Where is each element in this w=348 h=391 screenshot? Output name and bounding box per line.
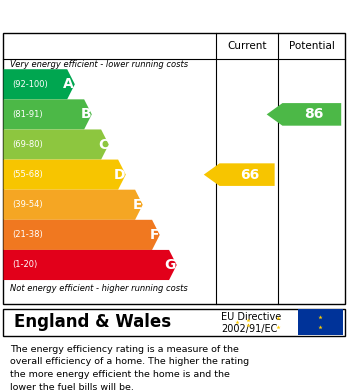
- Polygon shape: [3, 160, 126, 190]
- Text: (39-54): (39-54): [12, 200, 43, 209]
- Text: The energy efficiency rating is a measure of the
overall efficiency of a home. T: The energy efficiency rating is a measur…: [10, 344, 250, 391]
- Polygon shape: [3, 190, 143, 220]
- Text: (69-80): (69-80): [12, 140, 43, 149]
- Text: Energy Efficiency Rating: Energy Efficiency Rating: [10, 7, 239, 25]
- Text: A: A: [63, 77, 74, 91]
- Text: (1-20): (1-20): [12, 260, 38, 269]
- Text: (92-100): (92-100): [12, 80, 48, 89]
- Polygon shape: [3, 220, 160, 250]
- Text: E: E: [133, 198, 142, 212]
- Polygon shape: [3, 69, 75, 99]
- Text: C: C: [98, 138, 108, 151]
- Text: D: D: [113, 168, 125, 182]
- Text: G: G: [165, 258, 176, 272]
- Text: Not energy efficient - higher running costs: Not energy efficient - higher running co…: [10, 284, 188, 293]
- Polygon shape: [3, 250, 177, 280]
- Text: (21-38): (21-38): [12, 230, 43, 239]
- Text: Very energy efficient - lower running costs: Very energy efficient - lower running co…: [10, 60, 189, 69]
- Text: B: B: [80, 108, 91, 121]
- Bar: [3, 309, 345, 335]
- Text: England & Wales: England & Wales: [14, 313, 171, 331]
- Text: 2002/91/EC: 2002/91/EC: [221, 324, 277, 334]
- Polygon shape: [267, 103, 341, 126]
- Text: F: F: [150, 228, 159, 242]
- Text: Current: Current: [227, 41, 267, 51]
- Text: 66: 66: [240, 168, 259, 182]
- Polygon shape: [3, 99, 92, 129]
- Text: (55-68): (55-68): [12, 170, 43, 179]
- Text: EU Directive: EU Directive: [221, 312, 281, 322]
- Text: 86: 86: [304, 108, 324, 121]
- Polygon shape: [3, 129, 109, 160]
- Polygon shape: [204, 163, 275, 186]
- Text: (81-91): (81-91): [12, 110, 43, 119]
- Text: Potential: Potential: [289, 41, 335, 51]
- Bar: [298, 309, 343, 335]
